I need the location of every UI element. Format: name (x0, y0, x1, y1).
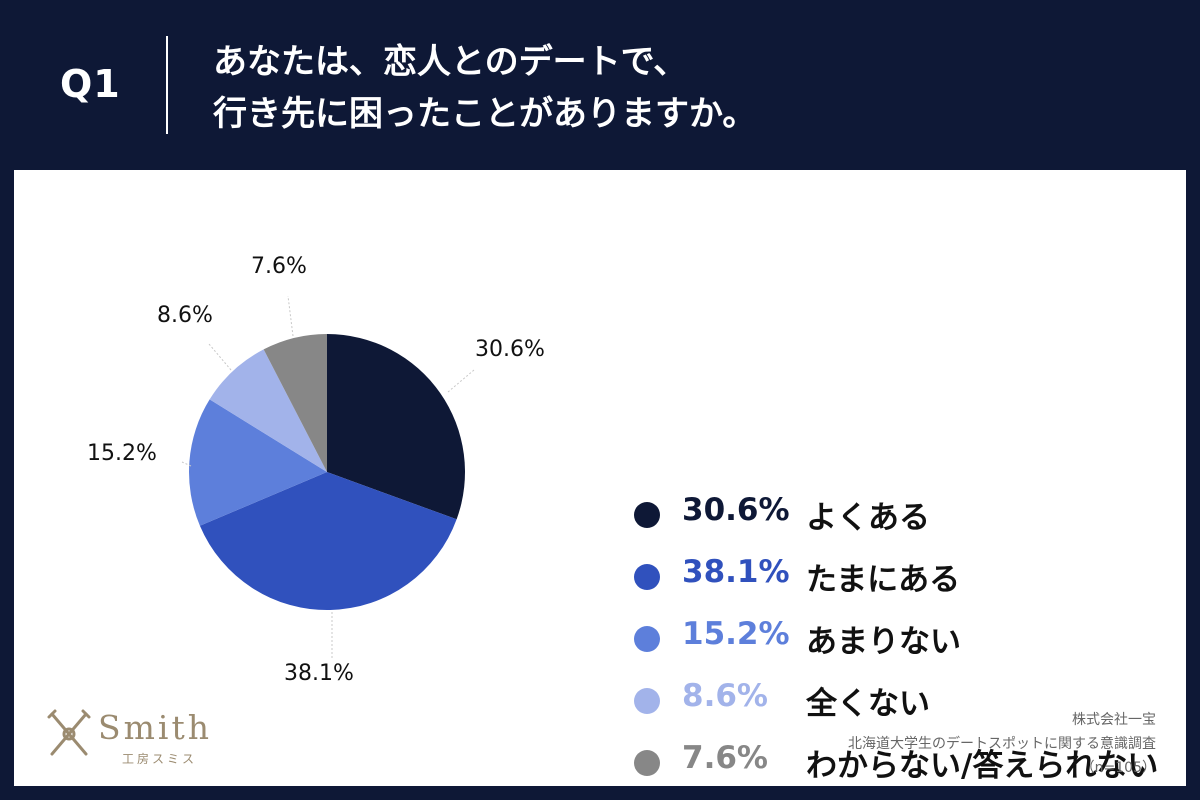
legend-value: 38.1% (682, 554, 790, 590)
data-label-often: 30.6% (475, 337, 545, 362)
legend-dot-icon (634, 502, 660, 528)
data-label-rarely: 15.2% (87, 441, 157, 466)
question-text: あなたは、恋人とのデートで、 行き先に困ったことがありますか。 (213, 36, 756, 140)
legend-value: 7.6% (682, 740, 768, 776)
pie-slice-never (209, 349, 327, 472)
question-line-1: あなたは、恋人とのデートで、 (213, 42, 688, 82)
leader-line-rarely (181, 461, 192, 467)
pie-slice-sometimes (199, 472, 457, 611)
legend-dot-icon (634, 564, 660, 590)
legend-dot-icon (634, 750, 660, 776)
pie-slice-unknown (263, 334, 327, 472)
legend-dot-icon (634, 688, 660, 714)
chart-panel: 30.6% 38.1% 15.2% 8.6% 7.6% 30.6% よくある 38.1% たま… (14, 170, 1186, 786)
leader-line-never (208, 343, 232, 371)
legend-label: たまにある (806, 562, 961, 598)
smith-tools-icon (47, 709, 91, 756)
question-header: Q1 あなたは、恋人とのデートで、 行き先に困ったことがありますか。 (0, 0, 1200, 170)
legend-label: あまりない (806, 624, 961, 660)
source-survey: 北海道大学生のデートスポットに関する意識調査 (848, 736, 1156, 752)
data-label-sometimes: 38.1% (284, 661, 354, 686)
question-number: Q1 (60, 62, 121, 106)
source-company: 株式会社一宝 (1072, 712, 1156, 728)
legend-value: 8.6% (682, 678, 768, 714)
legend-dot-icon (634, 626, 660, 652)
legend-value: 30.6% (682, 492, 790, 528)
legend-value: 15.2% (682, 616, 790, 652)
legend-label: わからない/答えられない (806, 748, 1159, 784)
data-label-unknown: 7.6% (251, 254, 307, 279)
header-divider (166, 36, 168, 134)
leader-line-often (447, 369, 475, 393)
brand-name: Smith (98, 708, 212, 747)
question-line-2: 行き先に困ったことがありますか。 (213, 94, 757, 134)
pie-slice-rarely (189, 399, 327, 526)
legend-label: よくある (806, 500, 930, 536)
leader-line-unknown (287, 295, 294, 337)
source-sample: （n=105） (1080, 760, 1156, 776)
pie-slice-often (327, 334, 466, 520)
data-label-never: 8.6% (157, 303, 213, 328)
pie-chart: 30.6% 38.1% 15.2% 8.6% 7.6% (87, 254, 545, 686)
source-note: 株式会社一宝 北海道大学生のデートスポットに関する意識調査 （n=105） (848, 708, 1156, 780)
brand-subtitle: 工房スミス (122, 752, 198, 766)
legend-label: 全くない (806, 686, 930, 722)
